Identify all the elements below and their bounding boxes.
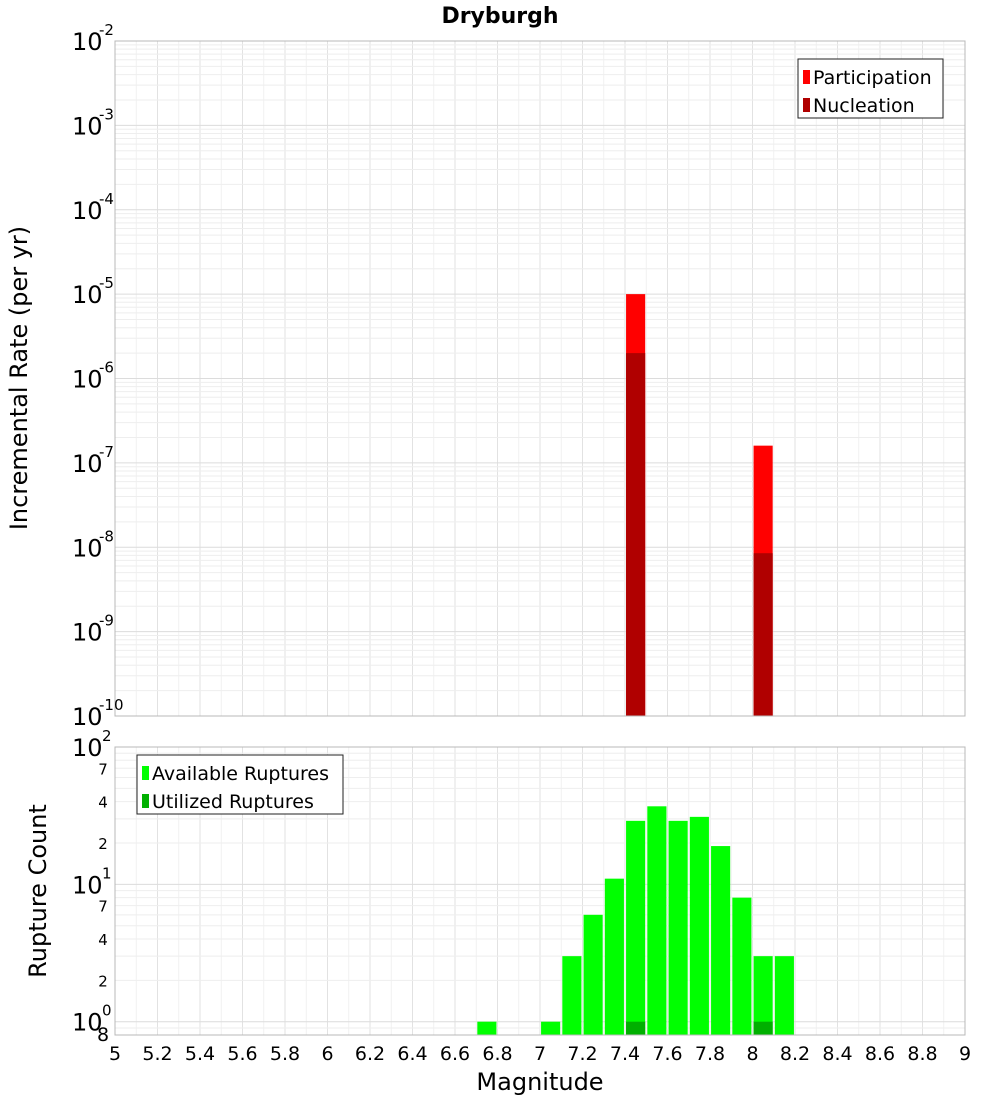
y-tick-label: 10	[72, 734, 103, 762]
x-tick-label: 7.2	[567, 1043, 597, 1065]
y-minor-tick-label: 4	[98, 931, 108, 949]
legend-label: Available Ruptures	[152, 763, 329, 785]
x-tick-label: 5.2	[142, 1043, 172, 1065]
count-bar-a	[562, 956, 582, 1035]
y-tick-label: 10	[72, 619, 103, 647]
legend-box	[136, 754, 344, 815]
y-minor-tick-label: 8	[97, 1024, 109, 1046]
y-tick-exponent: -8	[99, 527, 114, 545]
y-tick-label: 10	[72, 281, 103, 309]
y-tick-exponent: 0	[102, 1002, 112, 1020]
count-bar-a	[604, 878, 624, 1035]
rate-legend: Participation Nucleation	[797, 58, 944, 119]
x-tick-label: 5.4	[185, 1043, 215, 1065]
x-tick-label: 9	[959, 1043, 971, 1065]
legend-label: Participation	[813, 67, 932, 89]
chart-title: Dryburgh	[441, 4, 558, 29]
rate-bars	[626, 294, 773, 716]
magnitude-tick-labels: 5 5.2 5.4 5.6 5.8 6 6.2 6.4 6.6 6.8 7 7.2 7.4 7.6 7.8 8…	[109, 1043, 971, 1065]
count-bar-b	[753, 1021, 773, 1035]
count-bar-b	[626, 1021, 646, 1035]
y-tick-label: 10	[72, 534, 103, 562]
count-y-axis-label: Rupture Count	[24, 804, 52, 978]
y-tick-label: 10	[72, 703, 103, 731]
count-bar-a	[753, 956, 773, 1035]
y-tick-exponent: 1	[102, 864, 112, 882]
x-tick-label: 8.8	[907, 1043, 937, 1065]
x-tick-label: 6.6	[440, 1043, 470, 1065]
x-tick-label: 7.6	[652, 1043, 682, 1065]
rate-panel: 10-210-310-410-510-610-710-810-910-10 In…	[5, 21, 966, 731]
rate-y-axis-label: Incremental Rate (per yr)	[5, 226, 33, 530]
count-bar-a	[689, 816, 709, 1035]
count-bar-a	[774, 956, 794, 1035]
count-bar-a	[626, 820, 646, 1035]
x-tick-label: 6	[321, 1043, 333, 1065]
x-tick-label: 8	[746, 1043, 758, 1065]
x-tick-label: 7	[534, 1043, 546, 1065]
legend-swatch	[803, 70, 810, 84]
rate-y-tick-labels: 10-210-310-410-510-610-710-810-910-10	[72, 21, 124, 731]
y-minor-tick-label: 7	[98, 898, 108, 916]
y-tick-label: 10	[72, 28, 103, 56]
y-tick-label: 10	[72, 112, 103, 140]
legend-label: Nucleation	[813, 95, 915, 117]
y-minor-tick-label: 2	[98, 835, 108, 853]
legend-swatch	[142, 794, 149, 808]
count-bar-a	[477, 1021, 497, 1035]
y-tick-label: 10	[72, 197, 103, 225]
legend-swatch	[803, 98, 810, 112]
y-tick-exponent: -3	[99, 105, 114, 123]
x-tick-label: 7.8	[695, 1043, 725, 1065]
x-tick-label: 7.4	[610, 1043, 640, 1065]
y-tick-label: 10	[72, 366, 103, 394]
y-tick-exponent: -7	[99, 443, 114, 461]
x-tick-label: 6.8	[482, 1043, 512, 1065]
rate-bar-b	[753, 553, 773, 716]
rate-plot-frame	[114, 40, 966, 717]
y-tick-exponent: -10	[99, 696, 124, 714]
x-tick-label: 8.6	[865, 1043, 895, 1065]
y-tick-label: 10	[72, 871, 103, 899]
y-tick-label: 10	[72, 450, 103, 478]
rate-gridlines	[114, 40, 966, 717]
magnitude-axis-label: Magnitude	[476, 1068, 603, 1096]
y-tick-exponent: -9	[99, 612, 114, 630]
rate-bar-b	[626, 353, 646, 716]
y-minor-tick-label: 4	[98, 794, 108, 812]
count-bars	[477, 806, 794, 1035]
count-bar-a	[541, 1021, 561, 1035]
legend-label: Utilized Ruptures	[152, 791, 314, 813]
count-bar-a	[583, 914, 603, 1035]
y-tick-exponent: -5	[99, 274, 114, 292]
count-plot-frame	[114, 746, 966, 1036]
count-bar-a	[647, 806, 667, 1035]
y-tick-exponent: 2	[102, 727, 112, 745]
x-tick-label: 6.2	[355, 1043, 385, 1065]
count-bar-a	[668, 820, 688, 1035]
y-tick-exponent: -4	[99, 190, 114, 208]
legend-box	[797, 58, 944, 119]
x-tick-label: 6.4	[397, 1043, 427, 1065]
y-minor-tick-label: 7	[98, 760, 108, 778]
x-tick-label: 5	[109, 1043, 121, 1065]
y-tick-exponent: -6	[99, 359, 114, 377]
count-legend: Available Ruptures Utilized Ruptures	[136, 754, 344, 815]
count-bar-a	[732, 897, 752, 1035]
x-tick-label: 5.8	[270, 1043, 300, 1065]
y-minor-tick-label: 2	[98, 972, 108, 990]
x-tick-label: 8.4	[822, 1043, 852, 1065]
legend-swatch	[142, 766, 149, 780]
count-bar-a	[711, 846, 731, 1035]
y-tick-label: 10	[72, 1009, 103, 1037]
x-tick-label: 5.6	[227, 1043, 257, 1065]
y-tick-exponent: -2	[99, 21, 114, 39]
x-tick-label: 8.2	[780, 1043, 810, 1065]
